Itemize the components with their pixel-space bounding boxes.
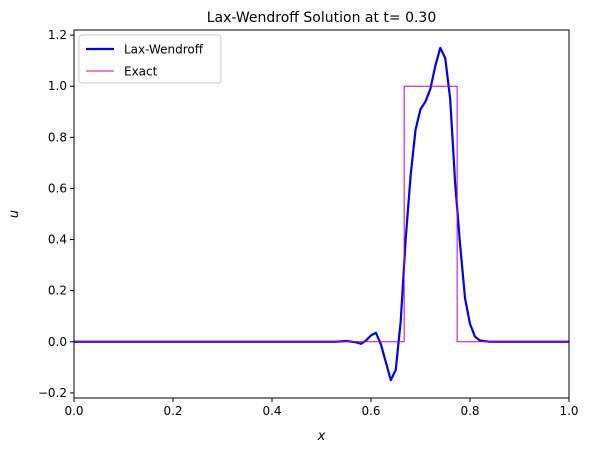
x-tick-label: 0.6 <box>361 404 380 418</box>
x-tick-label: 0.8 <box>460 404 479 418</box>
plot-area <box>74 46 569 382</box>
y-tick-label: 0.2 <box>48 284 67 298</box>
y-tick-label: 0.0 <box>48 335 67 349</box>
chart-title: Lax-Wendroff Solution at t= 0.30 <box>207 10 437 26</box>
x-tick-label: 0.2 <box>163 404 182 418</box>
y-tick-label: 1.0 <box>48 79 67 93</box>
legend-label-exact: Exact <box>124 65 158 79</box>
y-axis-label: u <box>7 210 22 218</box>
legend-box <box>78 34 222 84</box>
x-axis-label: x <box>317 429 326 444</box>
series-line-exact <box>74 85 569 343</box>
series-line-lax-wendroff <box>74 46 569 382</box>
axes-frame <box>73 29 570 399</box>
y-tick-label: 0.6 <box>48 181 67 195</box>
legend-label-lax-wendroff: Lax-Wendroff <box>124 43 204 57</box>
x-tick-label: 0.0 <box>64 404 83 418</box>
legend: Lax-Wendroff Exact <box>78 34 222 84</box>
y-tick-label: 1.2 <box>48 28 67 42</box>
y-axis: −0.2 0.0 0.2 0.4 0.6 0.8 1.0 1.2 <box>38 28 74 400</box>
y-tick-label: −0.2 <box>38 386 67 400</box>
x-tick-label: 0.4 <box>262 404 281 418</box>
x-tick-label: 1.0 <box>559 404 578 418</box>
x-axis: 0.0 0.2 0.4 0.6 0.8 1.0 <box>64 398 579 418</box>
y-tick-label: 0.8 <box>48 130 67 144</box>
y-tick-label: 0.4 <box>48 233 67 247</box>
